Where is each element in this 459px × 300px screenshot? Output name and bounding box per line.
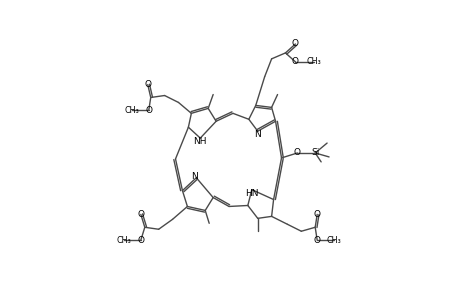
- Text: O: O: [313, 210, 320, 219]
- Text: O: O: [144, 80, 151, 89]
- Text: O: O: [291, 57, 298, 66]
- Text: O: O: [293, 148, 300, 158]
- Text: O: O: [313, 236, 320, 245]
- Text: O: O: [137, 210, 144, 219]
- Text: O: O: [291, 40, 298, 49]
- Text: CH₃: CH₃: [306, 57, 321, 66]
- Text: CH₃: CH₃: [326, 236, 341, 245]
- Text: O: O: [137, 236, 144, 245]
- Text: N: N: [254, 130, 261, 139]
- Text: NH: NH: [193, 136, 207, 146]
- Text: HN: HN: [245, 189, 258, 198]
- Text: CH₃: CH₃: [124, 106, 139, 115]
- Text: CH₃: CH₃: [117, 236, 131, 245]
- Text: Si: Si: [310, 148, 319, 158]
- Text: N: N: [190, 172, 197, 181]
- Text: O: O: [145, 106, 152, 115]
